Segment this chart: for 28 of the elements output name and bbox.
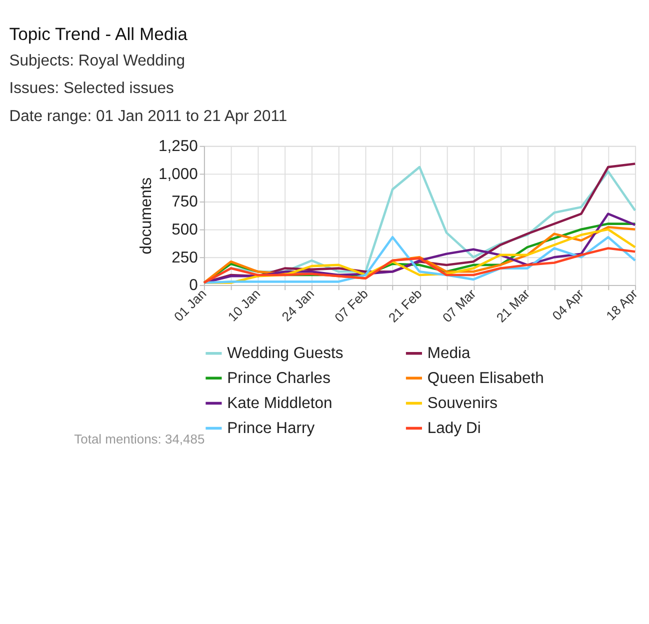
x-tick-label: 18 Apr: [603, 286, 641, 324]
y-tick-label: 750: [172, 194, 198, 211]
y-tick-label: 500: [172, 221, 198, 238]
legend-label: Wedding Guests: [227, 345, 344, 362]
x-tick-label: 21 Mar: [493, 286, 533, 326]
y-tick-label: 1,250: [158, 138, 198, 156]
text: Subjects: Royal Wedding: [9, 52, 185, 70]
text: Date range: 01 Jan 2011 to 21 Apr 2011: [9, 108, 288, 125]
legend-label: Queen Elisabeth: [427, 370, 544, 387]
legend-label: Lady Di: [427, 420, 481, 437]
y-tick-label: 1,000: [158, 166, 198, 183]
x-tick-label: 04 Apr: [549, 286, 587, 324]
chart-title: Topic Trend - All Media: [9, 24, 188, 44]
y-tick-label: 0: [189, 277, 198, 294]
y-axis-title: documents: [138, 177, 156, 254]
x-tick-label: 21 Feb: [386, 286, 425, 326]
x-tick-label: 07 Feb: [332, 286, 371, 326]
legend-label: Prince Harry: [227, 420, 315, 437]
legend-label: Kate Middleton: [227, 394, 332, 412]
x-tick-label: 24 Jan: [278, 286, 317, 324]
text: Issues: Selected issues: [9, 80, 174, 98]
x-tick-label: 10 Jan: [224, 286, 264, 324]
legend-label: Souvenirs: [427, 394, 498, 412]
x-tick-label: 07 Mar: [439, 286, 480, 326]
legend-label: Prince Charles: [227, 370, 331, 387]
legend-label: Media: [427, 345, 471, 362]
y-tick-label: 250: [172, 249, 198, 266]
text: Total mentions: 34,485: [74, 432, 205, 447]
